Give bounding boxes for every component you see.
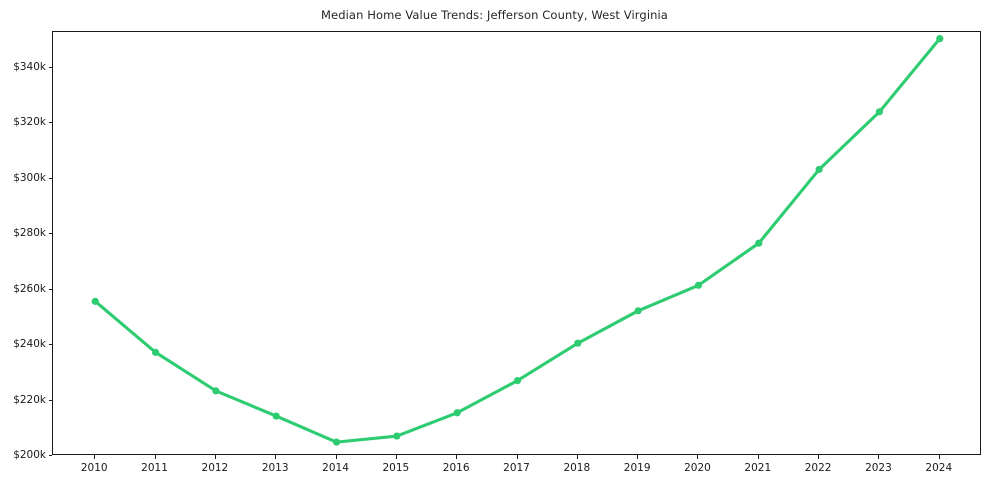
series-markers xyxy=(91,35,944,446)
data-point xyxy=(875,108,884,116)
y-axis-tick-label: $280k xyxy=(13,227,46,240)
x-axis-tick-label: 2012 xyxy=(201,462,229,474)
data-point xyxy=(513,377,522,385)
line-series-median-home-value xyxy=(91,35,944,446)
data-point xyxy=(634,307,642,315)
x-axis-tick-label: 2017 xyxy=(503,462,530,474)
y-axis-tick-label: $200k xyxy=(13,449,46,461)
x-axis-tick-label: 2015 xyxy=(382,462,410,474)
x-axis-tick-label: 2016 xyxy=(442,462,470,474)
y-axis-tick-label: $220k xyxy=(13,393,46,406)
data-point xyxy=(815,165,823,174)
data-point xyxy=(272,412,280,420)
y-axis-tick-mark xyxy=(48,455,52,456)
data-point xyxy=(91,297,99,305)
plot-inner xyxy=(53,32,980,454)
data-point xyxy=(393,432,401,440)
x-axis-tick-label: 2018 xyxy=(563,462,591,474)
y-axis-tick-label: $260k xyxy=(13,282,46,295)
y-axis-tick-label: $320k xyxy=(13,116,46,129)
x-axis-tick-label: 2022 xyxy=(804,462,832,474)
data-point xyxy=(694,281,703,289)
data-point xyxy=(332,438,341,446)
chart-title: Median Home Value Trends: Jefferson Coun… xyxy=(321,8,668,22)
data-point xyxy=(936,35,944,43)
y-axis-tick-label: $340k xyxy=(13,61,46,74)
x-axis-tick-label: 2020 xyxy=(684,462,711,474)
x-axis-tick-label: 2010 xyxy=(80,462,108,474)
data-point xyxy=(212,387,220,395)
y-axis-tick-label: $240k xyxy=(13,338,46,351)
x-axis-tick-label: 2014 xyxy=(322,462,349,474)
x-axis-tick-label: 2011 xyxy=(141,462,168,474)
x-axis-tick-label: 2013 xyxy=(261,462,289,474)
data-point xyxy=(755,239,763,247)
x-axis-tick-label: 2021 xyxy=(744,462,772,474)
data-point xyxy=(453,409,461,417)
data-point xyxy=(574,339,582,347)
plot-area xyxy=(52,31,981,455)
x-axis-tick-label: 2023 xyxy=(865,462,892,474)
x-axis-tick-label: 2019 xyxy=(623,462,651,474)
x-axis-tick-label: 2024 xyxy=(925,462,953,474)
data-point xyxy=(151,348,160,356)
y-axis-tick-label: $300k xyxy=(13,171,46,184)
